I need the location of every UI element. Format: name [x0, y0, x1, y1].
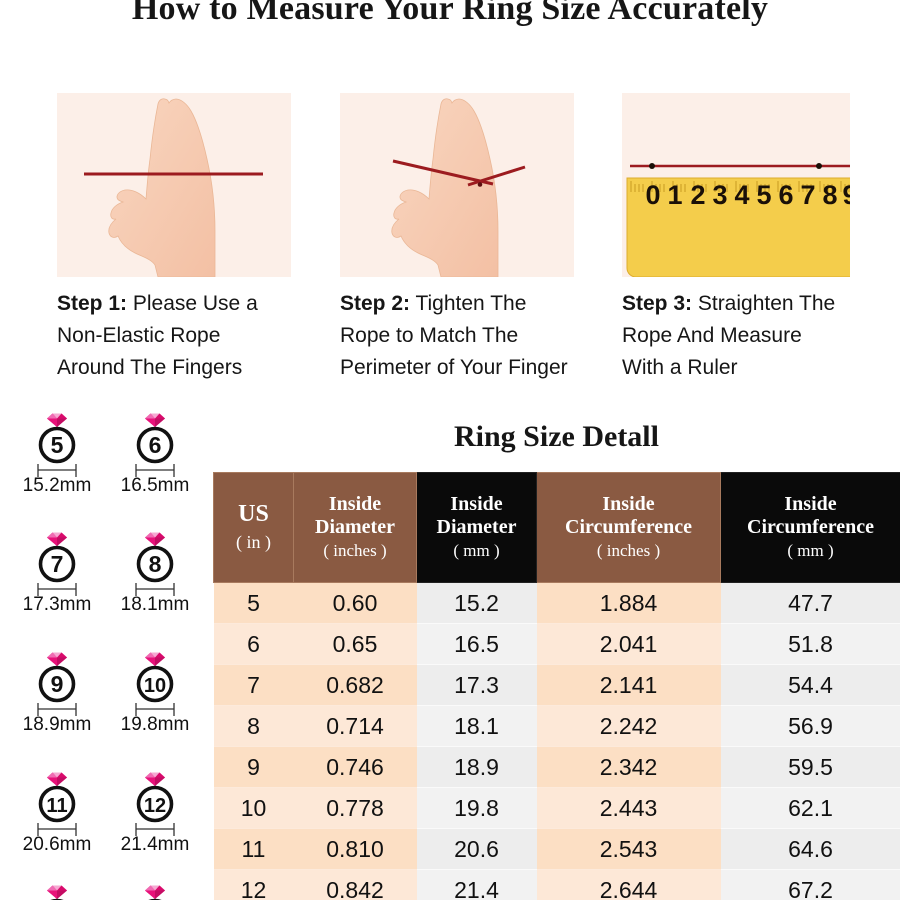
svg-text:15.2mm: 15.2mm [23, 475, 92, 496]
svg-text:9: 9 [842, 180, 850, 210]
svg-text:12: 12 [144, 795, 166, 817]
svg-text:1: 1 [667, 180, 682, 210]
svg-text:18.9mm: 18.9mm [23, 714, 92, 735]
svg-text:17.3mm: 17.3mm [23, 594, 92, 615]
svg-text:16.5mm: 16.5mm [121, 475, 190, 496]
svg-text:8: 8 [149, 551, 162, 577]
svg-text:7: 7 [51, 551, 64, 577]
svg-text:18.1mm: 18.1mm [121, 594, 190, 615]
svg-text:11: 11 [46, 795, 67, 817]
svg-text:9: 9 [51, 671, 64, 697]
svg-text:4: 4 [734, 180, 749, 210]
svg-text:0: 0 [645, 180, 660, 210]
svg-text:6: 6 [778, 180, 793, 210]
svg-text:21.4mm: 21.4mm [121, 834, 190, 855]
svg-text:5: 5 [756, 180, 771, 210]
svg-text:10: 10 [144, 675, 166, 697]
svg-text:8: 8 [822, 180, 837, 210]
svg-text:3: 3 [712, 180, 727, 210]
svg-text:5: 5 [51, 432, 64, 458]
svg-text:2: 2 [690, 180, 705, 210]
svg-text:20.6mm: 20.6mm [23, 834, 92, 855]
svg-text:7: 7 [800, 180, 815, 210]
svg-text:19.8mm: 19.8mm [121, 714, 190, 735]
svg-text:6: 6 [149, 432, 162, 458]
